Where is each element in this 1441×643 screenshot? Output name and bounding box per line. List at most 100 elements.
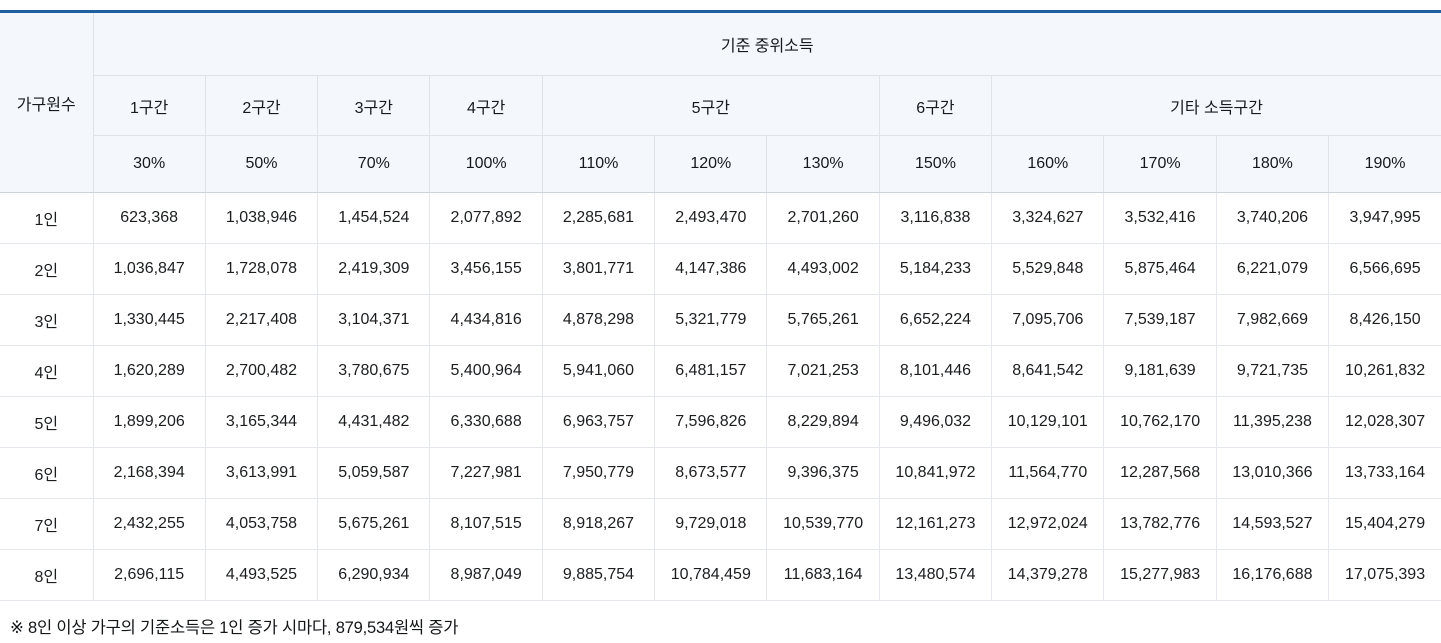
- income-cell: 5,321,779: [654, 294, 768, 346]
- income-cell: 12,161,273: [878, 498, 993, 550]
- income-cell: 2,077,892: [429, 192, 543, 244]
- income-cell: 5,059,587: [317, 447, 431, 499]
- table-row: 4인 1,620,289 2,700,482 3,780,675 5,400,964 5,…: [0, 345, 1441, 397]
- income-cell: 10,261,832: [1328, 345, 1441, 397]
- income-cell: 1,036,847: [92, 243, 206, 295]
- table-row: 8인 2,696,115 4,493,525 6,290,934 8,987,049 9,…: [0, 549, 1441, 601]
- percent-header-120: 120%: [654, 135, 768, 193]
- table-body: 1인 623,368 1,038,946 1,454,524 2,077,892 2,28…: [0, 192, 1441, 601]
- income-cell: 5,675,261: [317, 498, 431, 550]
- median-income-table: 가구원수 기준 중위소득 1구간 2구간 3구간 4구간 5구간 6구간 기타 …: [0, 10, 1441, 601]
- percent-header-190: 190%: [1328, 135, 1441, 193]
- income-cell: 1,038,946: [204, 192, 319, 244]
- table-row: 7인 2,432,255 4,053,758 5,675,261 8,107,515 8,…: [0, 498, 1441, 550]
- bracket-header-1: 1구간: [93, 75, 206, 136]
- table-row: 6인 2,168,394 3,613,991 5,059,587 7,227,981 7,…: [0, 447, 1441, 499]
- header-group-row: 가구원수 기준 중위소득: [0, 11, 1441, 193]
- income-cell: 15,277,983: [1103, 549, 1217, 601]
- income-cell: 11,564,770: [991, 447, 1105, 499]
- percent-header-110: 110%: [541, 135, 656, 193]
- percent-header-70: 70%: [317, 135, 431, 193]
- table-header: 가구원수 기준 중위소득 1구간 2구간 3구간 4구간 5구간 6구간 기타 …: [0, 11, 1441, 193]
- income-cell: 9,729,018: [654, 498, 768, 550]
- income-cell: 10,539,770: [766, 498, 880, 550]
- percent-header-150: 150%: [878, 135, 993, 193]
- income-cell: 8,641,542: [991, 345, 1105, 397]
- income-cell: 4,431,482: [317, 396, 431, 448]
- table-row: 5인 1,899,206 3,165,344 4,431,482 6,330,688 6,…: [0, 396, 1441, 448]
- income-cell: 7,095,706: [991, 294, 1105, 346]
- income-cell: 12,028,307: [1328, 396, 1441, 448]
- percent-header-170: 170%: [1103, 135, 1217, 193]
- household-size-label: 8인: [0, 549, 94, 601]
- income-cell: 12,972,024: [991, 498, 1105, 550]
- income-cell: 8,426,150: [1328, 294, 1441, 346]
- income-cell: 9,181,639: [1103, 345, 1217, 397]
- income-cell: 10,784,459: [654, 549, 768, 601]
- household-size-label: 5인: [0, 396, 94, 448]
- income-cell: 5,765,261: [766, 294, 880, 346]
- bracket-header-4: 4구간: [429, 75, 543, 136]
- income-cell: 13,733,164: [1328, 447, 1441, 499]
- income-cell: 2,285,681: [541, 192, 656, 244]
- income-cell: 14,593,527: [1215, 498, 1330, 550]
- income-cell: 5,529,848: [991, 243, 1105, 295]
- income-cell: 6,481,157: [654, 345, 768, 397]
- income-cell: 4,493,002: [766, 243, 880, 295]
- income-cell: 6,290,934: [317, 549, 431, 601]
- income-cell: 1,899,206: [92, 396, 206, 448]
- income-cell: 4,434,816: [429, 294, 543, 346]
- income-cell: 2,700,482: [204, 345, 319, 397]
- bracket-header-2: 2구간: [204, 75, 319, 136]
- household-size-label: 4인: [0, 345, 94, 397]
- income-cell: 6,963,757: [541, 396, 656, 448]
- income-cell: 5,184,233: [878, 243, 993, 295]
- percent-header-160: 160%: [991, 135, 1105, 193]
- header-bracket-row: 1구간 2구간 3구간 4구간 5구간 6구간 기타 소득구간: [0, 75, 1441, 136]
- header-percent-row: 30% 50% 70% 100% 110% 120% 130% 150% 160…: [0, 135, 1441, 193]
- income-cell: 12,287,568: [1103, 447, 1217, 499]
- percent-header-30: 30%: [93, 135, 206, 193]
- income-cell: 8,918,267: [541, 498, 656, 550]
- household-size-label: 2인: [0, 243, 94, 295]
- household-size-header: 가구원수: [0, 11, 94, 193]
- bracket-header-5: 5구간: [541, 75, 880, 136]
- income-cell: 3,532,416: [1103, 192, 1217, 244]
- income-cell: 4,147,386: [654, 243, 768, 295]
- percent-header-100: 100%: [429, 135, 543, 193]
- income-cell: 8,673,577: [654, 447, 768, 499]
- income-cell: 10,762,170: [1103, 396, 1217, 448]
- income-cell: 6,566,695: [1328, 243, 1441, 295]
- income-cell: 9,396,375: [766, 447, 880, 499]
- income-cell: 7,021,253: [766, 345, 880, 397]
- income-cell: 6,330,688: [429, 396, 543, 448]
- income-cell: 8,987,049: [429, 549, 543, 601]
- income-cell: 1,454,524: [317, 192, 431, 244]
- income-cell: 2,168,394: [92, 447, 206, 499]
- income-cell: 16,176,688: [1215, 549, 1330, 601]
- income-cell: 5,400,964: [429, 345, 543, 397]
- income-cell: 3,740,206: [1215, 192, 1330, 244]
- bracket-header-other: 기타 소득구간: [991, 75, 1441, 136]
- income-cell: 1,620,289: [92, 345, 206, 397]
- table-row: 2인 1,036,847 1,728,078 2,419,309 3,456,155 3,…: [0, 243, 1441, 295]
- percent-header-50: 50%: [204, 135, 319, 193]
- bracket-header-6: 6구간: [878, 75, 993, 136]
- income-cell: 9,496,032: [878, 396, 993, 448]
- income-cell: 9,721,735: [1215, 345, 1330, 397]
- income-cell: 3,456,155: [429, 243, 543, 295]
- income-cell: 8,107,515: [429, 498, 543, 550]
- income-cell: 17,075,393: [1328, 549, 1441, 601]
- income-cell: 5,875,464: [1103, 243, 1217, 295]
- income-cell: 2,432,255: [92, 498, 206, 550]
- income-cell: 7,982,669: [1215, 294, 1330, 346]
- income-cell: 11,683,164: [766, 549, 880, 601]
- table-row: 1인 623,368 1,038,946 1,454,524 2,077,892 2,28…: [0, 192, 1441, 244]
- percent-header-130: 130%: [766, 135, 880, 193]
- table-row: 3인 1,330,445 2,217,408 3,104,371 4,434,816 4,…: [0, 294, 1441, 346]
- income-cell: 6,221,079: [1215, 243, 1330, 295]
- income-cell: 2,493,470: [654, 192, 768, 244]
- income-cell: 9,885,754: [541, 549, 656, 601]
- income-cell: 1,330,445: [92, 294, 206, 346]
